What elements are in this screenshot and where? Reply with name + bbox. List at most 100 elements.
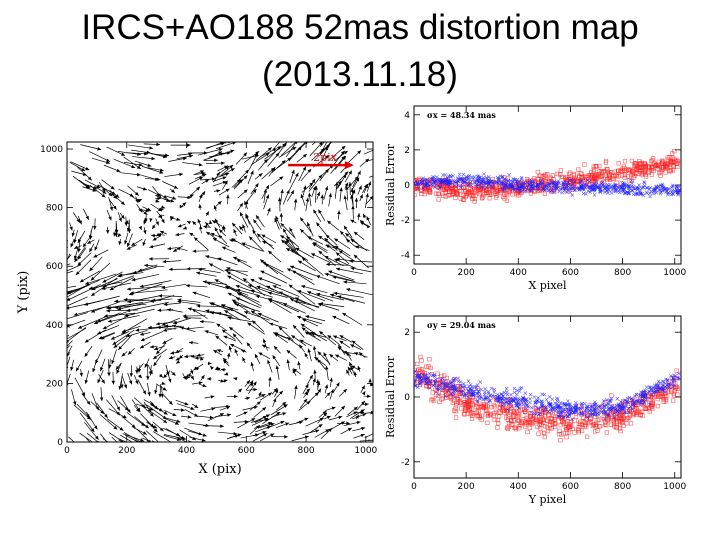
data-point xyxy=(621,398,626,404)
vector-arrowhead xyxy=(153,355,158,360)
data-point xyxy=(553,401,557,406)
vector-arrowhead xyxy=(139,438,144,442)
vector-arrow xyxy=(364,433,373,439)
vector-arrowhead xyxy=(246,396,251,400)
data-point xyxy=(555,396,559,401)
vector-arrowhead xyxy=(225,286,230,290)
data-point xyxy=(568,403,572,408)
vector-arrowhead xyxy=(365,158,369,163)
data-point xyxy=(622,172,627,177)
data-point xyxy=(562,407,567,411)
data-point xyxy=(595,428,600,433)
vector-arrowhead xyxy=(323,412,328,417)
data-point xyxy=(539,404,544,408)
vector-arrow xyxy=(106,309,139,312)
vector-arrowhead xyxy=(203,225,208,229)
vector-arrowhead xyxy=(82,172,87,176)
data-point xyxy=(416,186,420,191)
y-axis-label: Y (pix) xyxy=(16,271,31,315)
data-point xyxy=(470,392,475,397)
data-point xyxy=(438,186,442,190)
vector-arrow xyxy=(97,440,100,442)
vector-arrowhead xyxy=(67,339,70,343)
vector-arrowhead xyxy=(109,206,114,211)
data-point xyxy=(550,406,555,410)
vector-arrow xyxy=(126,412,146,427)
vector-arrowhead xyxy=(162,387,167,391)
vector-arrowhead xyxy=(318,209,322,214)
data-point xyxy=(556,410,560,415)
vector-arrowhead xyxy=(307,291,312,295)
data-point xyxy=(469,183,474,188)
vector-arrowhead xyxy=(204,151,208,155)
vector-arrowhead xyxy=(297,361,301,366)
vector-arrow xyxy=(129,289,168,294)
vector-arrow xyxy=(90,301,120,313)
data-point xyxy=(528,414,533,419)
data-point xyxy=(613,186,618,190)
vector-arrowhead xyxy=(199,319,204,324)
vector-arrowhead xyxy=(262,240,267,245)
vector-arrowhead xyxy=(369,195,373,200)
vector-arrowhead xyxy=(293,325,297,329)
data-point xyxy=(536,431,541,436)
data-point xyxy=(502,177,506,182)
vector-arrowhead xyxy=(43,290,47,293)
vector-arrow xyxy=(84,295,120,306)
vector-arrowhead xyxy=(56,250,60,253)
vector-arrowhead xyxy=(112,341,117,345)
vector-arrowhead xyxy=(89,267,94,272)
vector-arrowhead xyxy=(205,255,210,259)
data-point xyxy=(471,402,476,408)
data-point xyxy=(596,185,600,189)
vector-arrowhead xyxy=(244,201,248,205)
vector-arrowhead xyxy=(232,333,237,338)
vector-arrowhead xyxy=(258,173,263,177)
vector-arrow xyxy=(102,314,131,330)
data-point xyxy=(418,375,422,380)
vector-arrowhead xyxy=(230,149,235,153)
data-point xyxy=(591,169,596,174)
sigma-annotation: σy = 29.04 mas xyxy=(427,320,496,330)
data-point xyxy=(585,406,589,410)
vector-arrowhead xyxy=(216,366,221,371)
vector-arrowhead xyxy=(144,263,148,268)
data-point xyxy=(468,412,473,417)
vector-arrowhead xyxy=(102,325,107,330)
vector-arrowhead xyxy=(285,422,290,426)
data-point xyxy=(414,382,416,386)
vector-arrowhead xyxy=(115,194,120,198)
data-point xyxy=(650,166,655,171)
data-point xyxy=(512,390,517,395)
vector-arrowhead xyxy=(306,388,311,393)
vector-arrow xyxy=(257,312,279,323)
vector-arrowhead xyxy=(144,218,148,223)
vector-arrowhead xyxy=(151,156,156,161)
data-point xyxy=(570,426,575,432)
data-point xyxy=(628,413,633,418)
data-point xyxy=(560,174,565,180)
data-point xyxy=(431,175,435,179)
vector-arrowhead xyxy=(215,335,220,340)
vector-arrowhead xyxy=(187,415,192,419)
vector-arrowhead xyxy=(77,238,82,243)
vector-arrowhead xyxy=(345,185,349,190)
data-point xyxy=(496,421,501,426)
vector-arrowhead xyxy=(111,191,116,195)
data-point xyxy=(643,388,648,393)
vector-arrowhead xyxy=(139,284,144,288)
vector-arrowhead xyxy=(319,331,324,335)
vector-arrow xyxy=(301,285,328,294)
vector-arrow xyxy=(369,175,373,178)
data-point xyxy=(602,417,607,421)
data-point xyxy=(655,382,659,387)
vector-arrowhead xyxy=(224,180,228,185)
vector-arrowhead xyxy=(142,390,146,395)
vector-arrow xyxy=(187,440,194,442)
vector-arrowhead xyxy=(253,381,257,386)
vector-arrowhead xyxy=(367,181,372,186)
data-point xyxy=(428,365,433,370)
vector-arrowhead xyxy=(290,298,295,302)
vector-arrowhead xyxy=(366,216,370,221)
data-point xyxy=(677,377,681,381)
